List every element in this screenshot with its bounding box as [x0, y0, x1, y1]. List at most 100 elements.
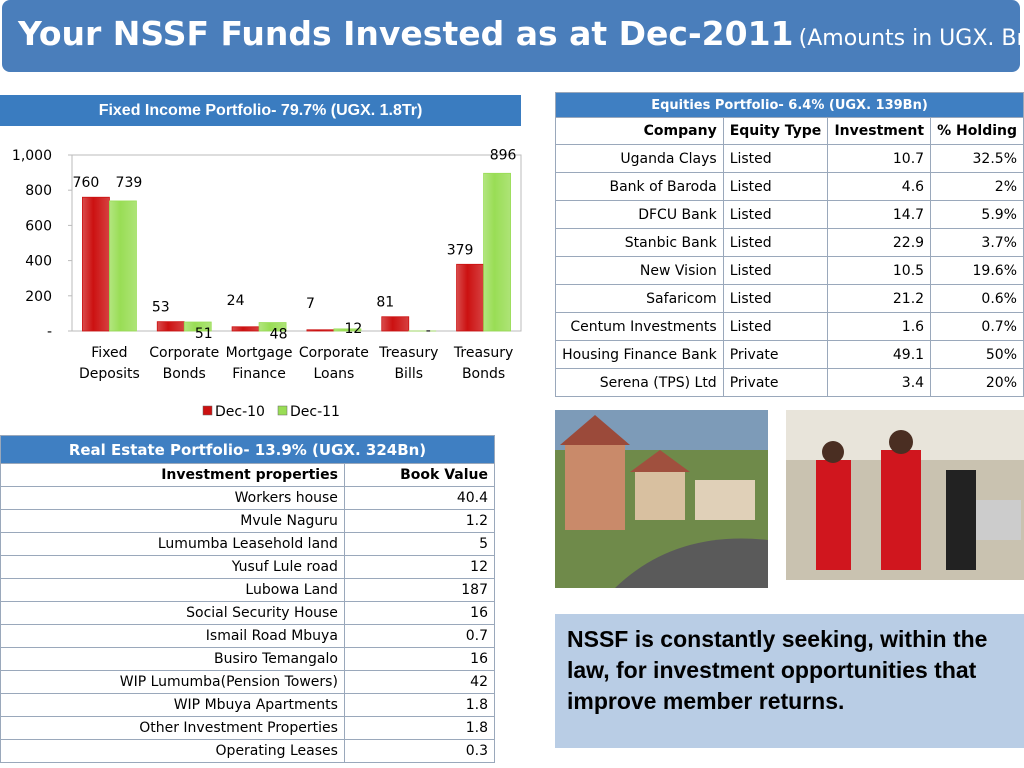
legend-label: Dec-10	[215, 404, 265, 420]
row: Safaricom Listed 21.2 0.6%	[555, 284, 1024, 313]
equities-table: Equities Portfolio- 6.4% (UGX. 139Bn) Com…	[555, 92, 1024, 397]
y-tick-label: 200	[25, 289, 52, 305]
cell: 187	[343, 578, 496, 602]
title-banner: Your NSSF Funds Invested as at Dec-2011 …	[2, 0, 1024, 72]
cell: Listed	[722, 228, 829, 257]
cell: 4.6	[827, 172, 932, 201]
cell: New Vision	[555, 256, 724, 285]
cell: 10.5	[827, 256, 932, 285]
cell: Listed	[722, 172, 829, 201]
cell: Serena (TPS) Ltd	[555, 368, 724, 397]
value-label: 379	[447, 242, 474, 258]
cell: 1.6	[827, 312, 932, 341]
value-label: -	[426, 323, 431, 339]
x-tick-label: Corporate Loans	[298, 345, 369, 382]
row: Uganda Clays Listed 10.7 32.5%	[555, 144, 1024, 173]
cell: Listed	[722, 200, 829, 229]
row: New Vision Listed 10.5 19.6%	[555, 256, 1024, 285]
bar	[306, 329, 335, 332]
subtitle: (Amounts in UGX. Bn)	[798, 26, 1024, 51]
row: Mvule Naguru 1.2	[0, 509, 496, 533]
cell: 40.4	[343, 486, 496, 510]
plot-area	[71, 154, 522, 332]
cell: 1.8	[343, 693, 496, 717]
legend-swatch	[202, 405, 213, 416]
bar	[82, 196, 110, 332]
row: Workers house 40.4	[0, 486, 496, 510]
cell: 32.5%	[930, 144, 1024, 173]
photo-housing	[555, 410, 768, 588]
cell: 1.2	[343, 509, 496, 533]
chart: - 200 400 600 800 1,000 760 739 53 51 24 48 7 12 81 - 37…	[12, 147, 522, 420]
x-tick-label: Corporate Bonds	[149, 345, 220, 382]
cell: 22.9	[827, 228, 932, 257]
y-tick-label: 400	[25, 254, 52, 270]
cell: Centum Investments	[555, 312, 724, 341]
cell: Ismail Road Mbuya	[0, 624, 345, 648]
row: Stanbic Bank Listed 22.9 3.7%	[555, 228, 1024, 257]
y-tick-label: 1,000	[12, 148, 52, 164]
cell: Mvule Naguru	[0, 509, 345, 533]
cell: 16	[343, 601, 496, 625]
x-tick-label: Treasury Bonds	[453, 345, 514, 382]
title-row: Equities Portfolio- 6.4% (UGX. 139Bn)	[555, 92, 1024, 118]
column-header: Investment properties	[0, 463, 345, 487]
cell: 1.8	[343, 716, 496, 740]
cell: 21.2	[827, 284, 932, 313]
cell: 3.7%	[930, 228, 1024, 257]
row: Ismail Road Mbuya 0.7	[0, 624, 496, 648]
value-label: 760	[73, 175, 100, 191]
cell: Workers house	[0, 486, 345, 510]
row: Housing Finance Bank Private 49.1 50%	[555, 340, 1024, 369]
cell: Private	[722, 340, 829, 369]
note: NSSF is constantly seeking, within the l…	[555, 614, 1024, 748]
real-estate-table: Real Estate Portfolio- 13.9% (UGX. 324Bn…	[0, 435, 496, 763]
row: Yusuf Lule road 12	[0, 555, 496, 579]
column-header: Company	[555, 117, 724, 145]
column-header: Equity Type	[722, 117, 829, 145]
cell: 5	[343, 532, 496, 556]
cell: 0.3	[343, 739, 496, 763]
cell: Uganda Clays	[555, 144, 724, 173]
cell: Listed	[722, 256, 829, 285]
cell: 49.1	[827, 340, 932, 369]
bar	[333, 328, 362, 332]
value-label: 12	[345, 321, 363, 337]
cell: 0.6%	[930, 284, 1024, 313]
table-title: Real Estate Portfolio- 13.9% (UGX. 324Bn…	[0, 435, 495, 464]
value-label: 53	[152, 300, 170, 316]
cell: Listed	[722, 312, 829, 341]
cell: WIP Lumumba(Pension Towers)	[0, 670, 345, 694]
row: Serena (TPS) Ltd Private 3.4 20%	[555, 368, 1024, 397]
y-tick-label: -	[47, 324, 52, 340]
legend-swatch	[277, 405, 288, 416]
cell: Lubowa Land	[0, 578, 345, 602]
cell: Other Investment Properties	[0, 716, 345, 740]
row: Lubowa Land 187	[0, 578, 496, 602]
bar	[381, 316, 410, 332]
header-row: Company Equity Type Investment% Holding	[555, 117, 1024, 145]
cell: 2%	[930, 172, 1024, 201]
x-tick-label: Mortgage Finance	[225, 345, 293, 382]
column-header: % Holding	[930, 117, 1024, 145]
cell: 10.7	[827, 144, 932, 173]
cell: WIP Mbuya Apartments	[0, 693, 345, 717]
row: Operating Leases 0.3	[0, 739, 496, 763]
column-header: Investment	[827, 117, 932, 145]
x-tick-label: Fixed Deposits	[79, 345, 140, 382]
cell: 0.7	[343, 624, 496, 648]
value-label: 51	[195, 326, 213, 342]
cell: 5.9%	[930, 200, 1024, 229]
cell: Operating Leases	[0, 739, 345, 763]
cell: Housing Finance Bank	[555, 340, 724, 369]
chart-title: Fixed Income Portfolio- 79.7% (UGX. 1.8T…	[0, 95, 521, 126]
cell: 50%	[930, 340, 1024, 369]
row: Bank of Baroda Listed 4.6 2%	[555, 172, 1024, 201]
row: WIP Lumumba(Pension Towers) 42	[0, 670, 496, 694]
value-label: 896	[490, 147, 517, 163]
y-tick-label: 600	[25, 218, 52, 234]
table-title: Equities Portfolio- 6.4% (UGX. 139Bn)	[555, 92, 1024, 118]
bar	[258, 322, 287, 332]
bar	[231, 326, 260, 332]
